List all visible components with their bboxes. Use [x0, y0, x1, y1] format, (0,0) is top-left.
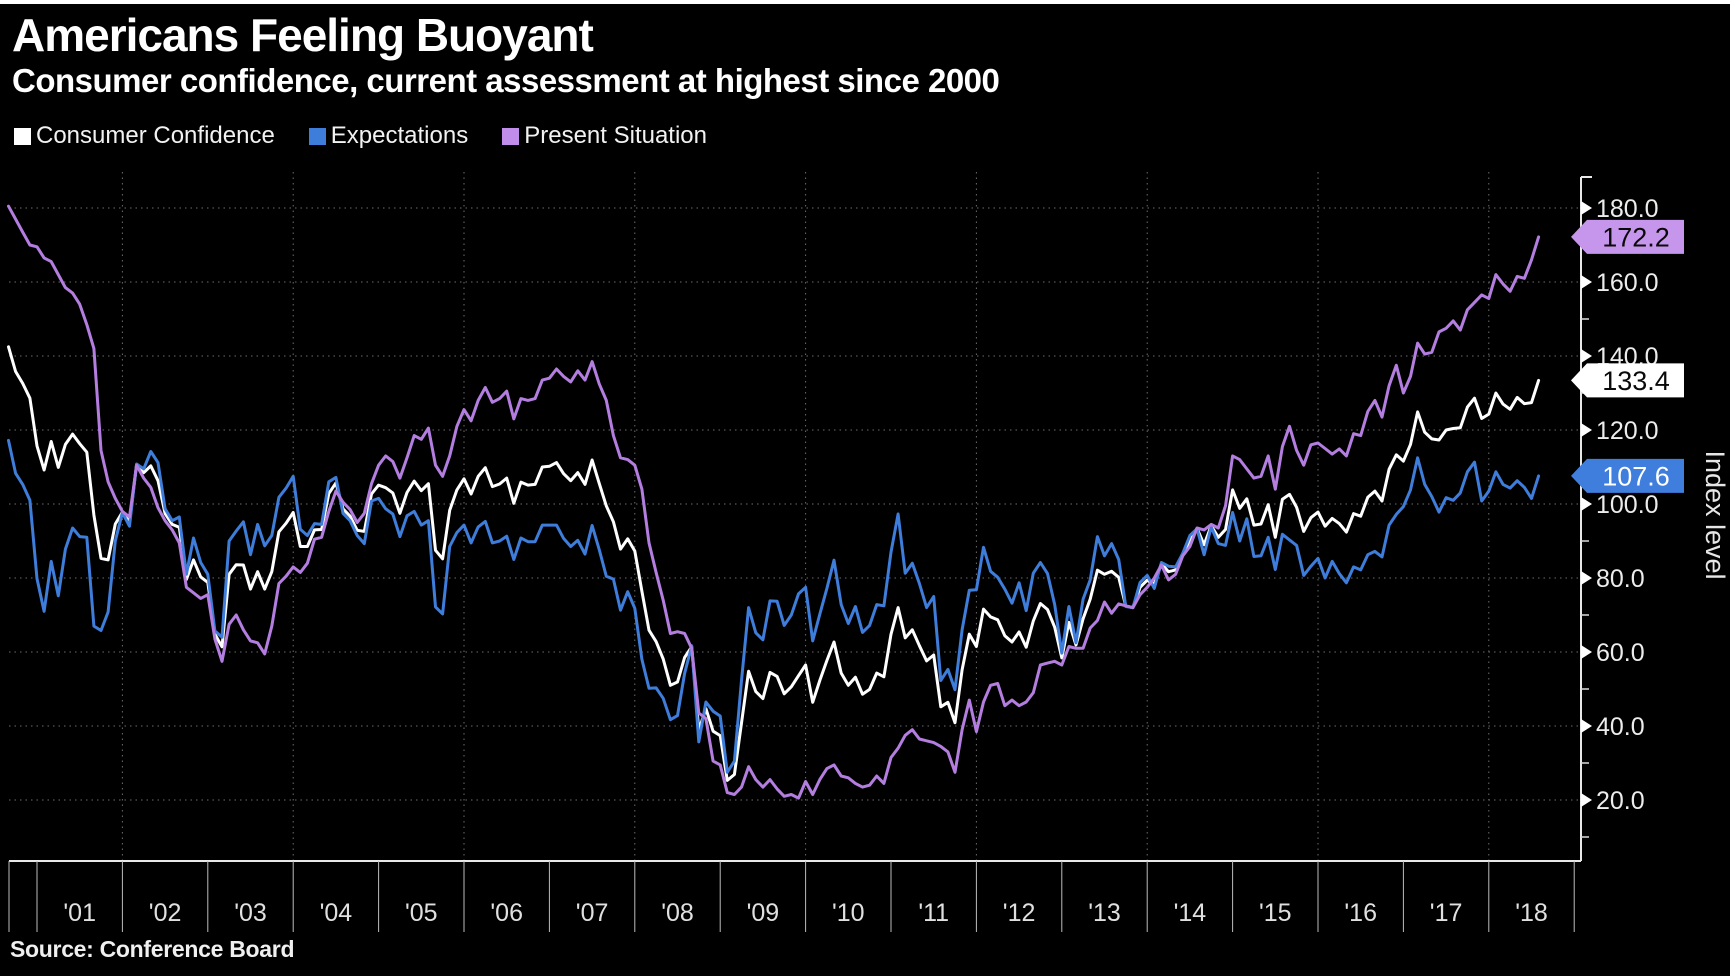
- x-tick-label: '17: [1430, 899, 1463, 927]
- x-tick-label: '16: [1344, 899, 1377, 927]
- x-tick-label: '15: [1259, 899, 1292, 927]
- source-note: Source: Conference Board: [10, 936, 295, 962]
- x-tick-label: '05: [405, 899, 438, 927]
- y-tick-label: 60.0: [1596, 639, 1645, 667]
- value-badge-consumer-confidence: [1571, 363, 1684, 398]
- x-tick-label: '06: [490, 899, 523, 927]
- value-badge-label-consumer-confidence: 133.4: [1602, 366, 1670, 396]
- value-badge-label-present-situation: 172.2: [1602, 222, 1670, 252]
- x-tick-label: '02: [149, 899, 182, 927]
- x-tick-label: '07: [576, 899, 609, 927]
- legend: Consumer Confidence Expectations Present…: [14, 122, 707, 150]
- line-expectations: [7, 438, 1541, 774]
- x-tick-label: '14: [1174, 899, 1207, 927]
- line-consumer-confidence: [7, 345, 1541, 782]
- x-tick-label: '08: [661, 899, 694, 927]
- legend-swatch-present-situation: [502, 127, 520, 145]
- y-major-tick: [1581, 275, 1592, 289]
- y-major-tick: [1581, 497, 1592, 511]
- y-tick-label: 40.0: [1596, 713, 1645, 741]
- legend-swatch-consumer-confidence: [14, 127, 31, 145]
- y-major-tick: [1581, 201, 1592, 215]
- series-lines: [7, 204, 1541, 800]
- value-badge-expectations: [1571, 458, 1684, 493]
- legend-item-expectations: Expectations: [308, 122, 469, 150]
- y-tick-label: 80.0: [1596, 565, 1645, 593]
- y-major-tick: [1581, 719, 1592, 733]
- x-tick-label: '09: [747, 899, 780, 927]
- y-tick-label: 100.0: [1596, 491, 1659, 519]
- y-tick-label: 180.0: [1596, 195, 1659, 223]
- y-tick-label: 120.0: [1596, 417, 1659, 445]
- y-major-tick: [1581, 645, 1592, 659]
- legend-label-consumer-confidence: Consumer Confidence: [36, 122, 275, 149]
- gridlines: [9, 172, 1581, 861]
- x-tick-label: '12: [1003, 899, 1036, 927]
- y-tick-label: 20.0: [1596, 787, 1645, 815]
- x-tick-label: '10: [832, 899, 865, 927]
- y-major-tick: [1581, 349, 1592, 363]
- y-major-tick: [1581, 571, 1592, 585]
- x-tick-label: '13: [1088, 899, 1121, 927]
- line-present-situation: [7, 204, 1541, 800]
- y-tick-label: 160.0: [1596, 269, 1659, 297]
- value-badge-label-expectations: 107.6: [1602, 461, 1670, 491]
- x-tick-label: '11: [918, 899, 949, 927]
- x-tick-label: '04: [320, 899, 353, 927]
- top-border: [0, 0, 1730, 4]
- x-tick-label: '03: [234, 899, 267, 927]
- end-value-badges: 133.4 107.6 172.2: [1571, 219, 1684, 493]
- y-axis: 20.040.060.080.0100.0120.0140.0160.0180.…: [1580, 176, 1730, 861]
- legend-swatch-expectations: [308, 127, 326, 145]
- y-axis-title: Index level: [1700, 450, 1730, 579]
- y-major-tick: [1581, 793, 1592, 807]
- legend-item-present-situation: Present Situation: [502, 122, 707, 150]
- chart-subtitle: Consumer confidence, current assessment …: [12, 62, 1000, 99]
- x-tick-label: '18: [1515, 899, 1548, 927]
- legend-label-present-situation: Present Situation: [524, 122, 707, 149]
- value-badge-present-situation: [1571, 219, 1684, 254]
- y-major-tick: [1581, 423, 1592, 437]
- x-axis: '01 '02 '03 '04 '05 '06 '07 '08 '09 '10 '11 '12 '13 '…: [8, 860, 1581, 932]
- legend-label-expectations: Expectations: [330, 122, 469, 149]
- chart-title: Americans Feeling Buoyant: [12, 9, 594, 61]
- legend-item-consumer-confidence: Consumer Confidence: [14, 122, 275, 150]
- x-tick-label: '01: [63, 899, 96, 927]
